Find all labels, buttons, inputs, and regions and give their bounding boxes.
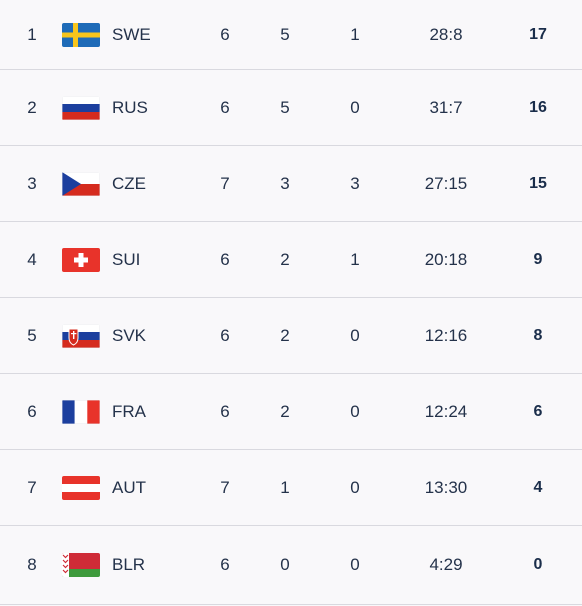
games-played: 6: [220, 401, 230, 421]
rank: 4: [27, 249, 37, 269]
rank: 5: [27, 325, 37, 345]
czech-flag-icon: [62, 146, 100, 221]
rank: 2: [27, 97, 37, 117]
switzerland-flag-icon: [62, 222, 100, 297]
table-row[interactable]: 2 RUS 6 5 0 31:7 16: [0, 70, 582, 146]
games-played: 6: [220, 555, 230, 574]
ot-wins: 3: [350, 173, 360, 193]
goals: 27:15: [424, 173, 468, 193]
table-row[interactable]: 1 SWE 6 5 1 28:8 17: [0, 0, 582, 70]
points: 9: [533, 250, 543, 268]
wins: 5: [280, 24, 290, 44]
goals: 31:7: [429, 97, 463, 117]
russia-flag-icon: [62, 70, 100, 145]
rank: 1: [27, 24, 37, 44]
games-played: 6: [220, 249, 230, 269]
games-played: 6: [220, 24, 230, 44]
team-code[interactable]: BLR: [112, 555, 146, 574]
rank: 8: [27, 555, 37, 574]
wins: 1: [280, 477, 290, 497]
team-code[interactable]: SVK: [112, 325, 147, 345]
ot-wins: 0: [350, 325, 360, 345]
team-code[interactable]: FRA: [112, 401, 146, 421]
france-flag-icon: [62, 374, 100, 449]
points: 8: [533, 326, 543, 344]
ot-wins: 0: [350, 555, 360, 574]
wins: 0: [280, 555, 290, 574]
ot-wins: 1: [350, 24, 360, 44]
points: 0: [533, 556, 543, 573]
ot-wins: 0: [350, 477, 360, 497]
points: 17: [529, 25, 547, 43]
wins: 3: [280, 173, 290, 193]
team-code[interactable]: SUI: [112, 249, 141, 269]
table-row[interactable]: 5 SVK 6 2 0 12:16 8: [0, 298, 582, 374]
wins: 5: [280, 97, 290, 117]
points: 4: [533, 478, 543, 496]
wins: 2: [280, 249, 290, 269]
rank: 6: [27, 401, 37, 421]
table-row[interactable]: 7 AUT 7 1 0 13:30 4: [0, 450, 582, 526]
wins: 2: [280, 325, 290, 345]
ot-wins: 1: [350, 249, 360, 269]
table-row[interactable]: 6 FRA 6 2 0 12:24 6: [0, 374, 582, 450]
sweden-flag-icon: [62, 0, 100, 69]
austria-flag-icon: [62, 450, 100, 525]
team-code[interactable]: SWE: [112, 24, 151, 44]
ot-wins: 0: [350, 97, 360, 117]
rank: 7: [27, 477, 37, 497]
table-row[interactable]: 3 CZE 7 3 3 27:15 15: [0, 146, 582, 222]
points: 16: [529, 98, 547, 116]
ot-wins: 0: [350, 401, 360, 421]
points: 6: [533, 402, 543, 420]
team-code[interactable]: CZE: [112, 173, 146, 193]
goals: 4:29: [429, 555, 463, 574]
table-row[interactable]: 4 SUI 6 2 1 20:18 9: [0, 222, 582, 298]
goals: 12:24: [424, 401, 468, 421]
rank: 3: [27, 173, 37, 193]
goals: 28:8: [429, 24, 463, 44]
games-played: 6: [220, 97, 230, 117]
games-played: 6: [220, 325, 230, 345]
table-row[interactable]: 8 BLR 6 0 0 4:29 0: [0, 526, 582, 605]
games-played: 7: [220, 477, 230, 497]
goals: 12:16: [424, 325, 468, 345]
goals: 20:18: [424, 249, 468, 269]
wins: 2: [280, 401, 290, 421]
team-code[interactable]: AUT: [112, 477, 146, 497]
belarus-flag-icon: [62, 526, 100, 604]
games-played: 7: [220, 173, 230, 193]
team-code[interactable]: RUS: [112, 97, 148, 117]
points: 15: [529, 174, 547, 192]
goals: 13:30: [424, 477, 468, 497]
slovakia-flag-icon: [62, 298, 100, 373]
